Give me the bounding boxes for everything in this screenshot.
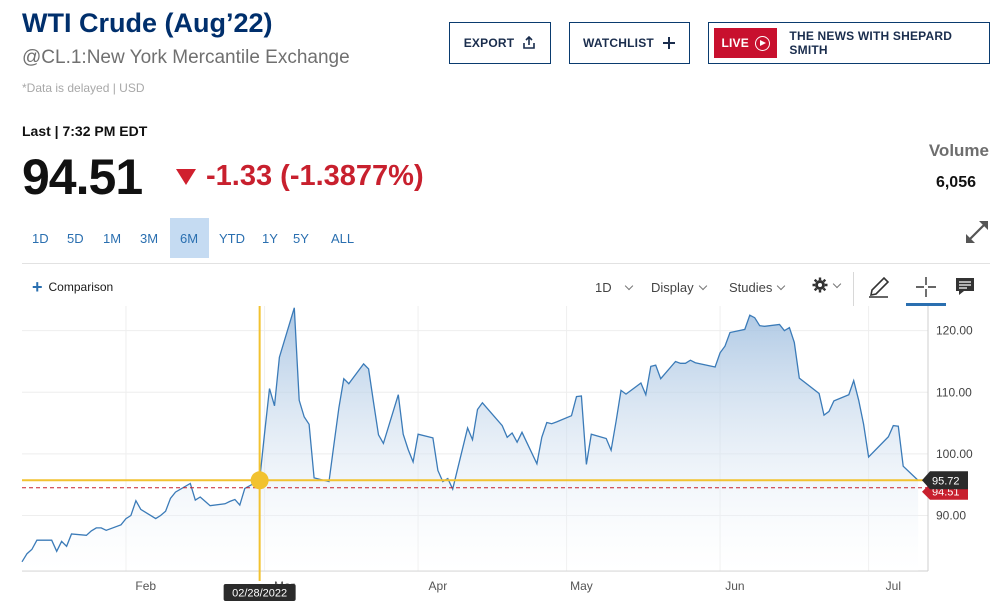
comparison-label: Comparison [48, 280, 114, 294]
last-price: 94.51 [22, 149, 143, 205]
range-1m[interactable]: 1M [103, 230, 122, 246]
crosshair-point [250, 471, 269, 490]
y-tick-label: 90.00 [936, 509, 966, 523]
x-tick-label: Jun [725, 579, 744, 593]
range-5d[interactable]: 5D [67, 230, 84, 246]
chevron-down-icon [777, 281, 786, 291]
range-5y[interactable]: 5Y [293, 230, 309, 246]
x-tick-label: May [570, 579, 593, 593]
toolbar-separator [853, 272, 854, 306]
range-ytd[interactable]: YTD [219, 230, 245, 246]
chevron-down-icon [698, 281, 707, 291]
x-tick-label: Apr [429, 579, 448, 593]
x-tick-label: Jul [886, 579, 901, 593]
crosshair-value-tag: 95.72 [922, 471, 968, 490]
expand-icon[interactable] [963, 218, 991, 246]
live-badge: LIVE [714, 28, 778, 58]
studies-label: Studies [729, 280, 773, 295]
range-3m[interactable]: 3M [140, 230, 159, 246]
comment-icon[interactable] [952, 274, 978, 300]
range-1y[interactable]: 1Y [262, 230, 278, 246]
interval-label: 1D [595, 280, 612, 295]
play-icon [754, 35, 770, 51]
last-trade-time: Last | 7:32 PM EDT [22, 123, 148, 139]
live-show-title: THE NEWS WITH SHEPARD SMITH [789, 29, 953, 57]
watchlist-button[interactable]: WATCHLIST [569, 22, 690, 64]
live-label: LIVE [721, 36, 749, 50]
export-label: EXPORT [463, 36, 515, 50]
y-tick-label: 120.00 [936, 324, 973, 338]
price-chart[interactable]: FebMarAprMayJunJul 90.00100.00110.00120.… [0, 306, 1000, 606]
price-change: -1.33 (-1.3877%) [206, 160, 424, 192]
range-1d[interactable]: 1D [32, 230, 49, 246]
display-label: Display [651, 280, 694, 295]
exchange-label: @CL.1:New York Mercantile Exchange [22, 47, 350, 68]
active-tool-indicator [906, 303, 946, 306]
share-icon [523, 36, 536, 49]
crosshair-date-tag-shape [223, 584, 296, 601]
chevron-down-icon [624, 281, 633, 291]
settings-dropdown[interactable] [812, 277, 842, 293]
divider [22, 263, 990, 264]
instrument-title: WTI Crude (Aug’22) [22, 8, 273, 38]
y-tick-label: 100.00 [936, 447, 973, 461]
y-axis: 90.00 100.00 110.00 120.00 [936, 324, 973, 523]
price-line [21, 307, 919, 563]
watchlist-label: WATCHLIST [583, 36, 654, 50]
current-price-tag-label: 94.51 [932, 487, 960, 499]
live-stream-button[interactable]: LIVE THE NEWS WITH SHEPARD SMITH [708, 22, 990, 64]
comparison-button[interactable]: + Comparison [32, 277, 114, 297]
range-6m[interactable]: 6M [170, 218, 209, 258]
interval-dropdown[interactable]: 1D [595, 280, 633, 295]
time-range-selector: 1D 5D 1M 3M 6M YTD 1Y 5Y ALL [22, 218, 365, 258]
range-all[interactable]: ALL [331, 230, 355, 246]
crosshair-date-tag: 02/28/2022 [223, 584, 296, 601]
display-dropdown[interactable]: Display [651, 280, 707, 295]
down-arrow-icon [176, 169, 196, 185]
export-button[interactable]: EXPORT [449, 22, 551, 64]
plus-icon [662, 37, 675, 49]
studies-dropdown[interactable]: Studies [729, 280, 786, 295]
gear-icon [812, 277, 828, 293]
crosshair-icon[interactable] [913, 274, 939, 300]
chevron-down-icon [832, 279, 842, 288]
volume-label: Volume [928, 141, 989, 160]
volume-value: 6,056 [935, 174, 976, 191]
pencil-icon[interactable] [866, 274, 892, 300]
crosshair-value-label: 95.72 [932, 475, 960, 487]
x-tick-label: Feb [135, 579, 156, 593]
y-tick-label: 110.00 [936, 385, 972, 399]
price-area [22, 307, 919, 571]
data-delayed-note: *Data is delayed | USD [22, 81, 145, 95]
crosshair-value-tag-shape [922, 471, 968, 490]
plus-icon: + [32, 277, 43, 297]
crosshair-date-label: 02/28/2022 [232, 588, 287, 600]
